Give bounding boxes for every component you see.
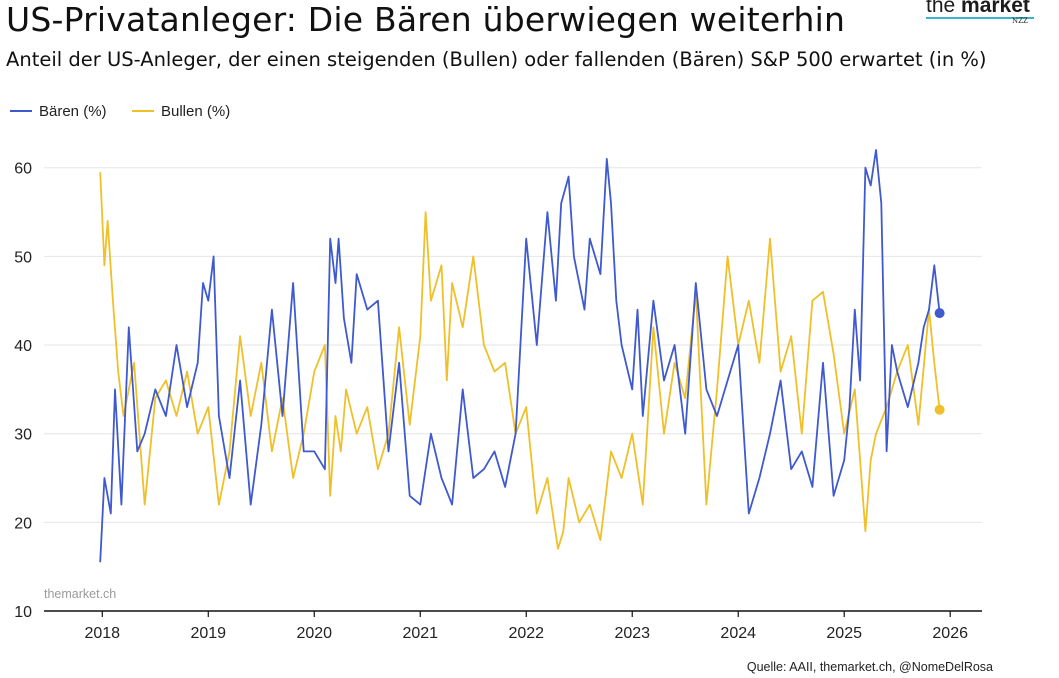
the-market-logo: the market NZZ <box>924 0 1054 30</box>
x-tick-label: 2018 <box>84 625 120 642</box>
x-tick-label: 2019 <box>190 625 226 642</box>
legend-item-bullen: Bullen (%) <box>132 103 230 120</box>
end-point-bullen <box>934 404 945 415</box>
y-tick-label: 50 <box>14 249 32 266</box>
x-tick-label: 2020 <box>296 625 332 642</box>
series-line-baeren <box>99 149 941 563</box>
x-tick-label: 2025 <box>826 625 862 642</box>
legend-item-baeren: Bären (%) <box>10 103 107 120</box>
legend-label-baeren: Bären (%) <box>39 103 107 120</box>
x-tick-label: 2023 <box>614 625 650 642</box>
x-tick-label: 2026 <box>932 625 968 642</box>
x-tick-label: 2022 <box>508 625 544 642</box>
watermark: themarket.ch <box>44 587 117 601</box>
y-tick-label: 30 <box>14 427 32 444</box>
y-tick-label: 60 <box>14 161 32 178</box>
logo-underline <box>926 17 1034 19</box>
logo-wordmark-bold: market <box>961 0 1030 17</box>
series-line-bullen <box>99 172 941 550</box>
legend-swatch-baeren <box>10 110 32 113</box>
source-note: Quelle: AAII, themarket.ch, @NomeDelRosa <box>746 660 993 674</box>
logo-wordmark-light: the <box>926 0 962 17</box>
y-tick-label: 20 <box>14 515 32 532</box>
logo-nzz: NZZ <box>1012 17 1028 25</box>
y-tick-label: 10 <box>14 604 32 621</box>
logo-wordmark: the market <box>926 0 1030 18</box>
chart-title: US-Privatanleger: Die Bären überwiegen w… <box>6 0 846 39</box>
legend-swatch-bullen <box>132 110 154 113</box>
end-point-baeren <box>934 308 945 319</box>
x-tick-label: 2021 <box>402 625 438 642</box>
y-tick-label: 40 <box>14 338 32 355</box>
x-tick-label: 2024 <box>720 625 756 642</box>
chart-subtitle: Anteil der US-Anleger, der einen steigen… <box>6 48 987 71</box>
legend-label-bullen: Bullen (%) <box>161 103 231 120</box>
